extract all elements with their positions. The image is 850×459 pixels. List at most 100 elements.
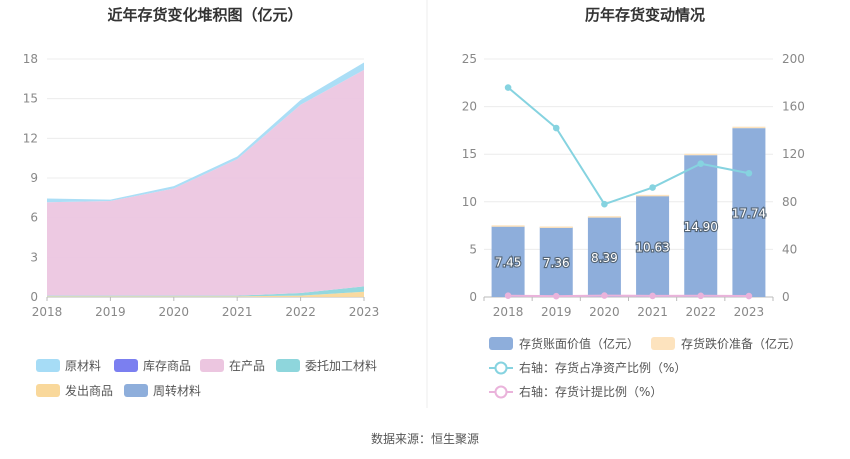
chart-title-left: 近年存货变化堆积图（亿元） [107,6,302,24]
legend-swatch [36,359,60,372]
line-point[interactable] [504,84,512,91]
line-point[interactable] [697,292,705,300]
line-point[interactable] [504,292,512,299]
left-y-tick: 3 [30,250,38,264]
legend-swatch [114,359,138,372]
right-x-tick: 2018 [493,305,524,319]
right-y2-tick: 0 [782,290,790,304]
area-layer [47,286,364,297]
bar-data-label: 10.63 [635,240,669,254]
right-y-tick-labels: 0 5 10 15 20 25 [462,52,477,304]
line-point[interactable] [649,292,656,300]
bar-data-label: 14.90 [684,220,718,234]
bar-data-label: 8.39 [591,251,618,265]
area-layer [47,291,364,297]
legend-label: 委托加工材料 [305,359,377,373]
right-x-tick-labels: 2018 2019 2020 2021 2022 2023 [493,305,764,319]
left-y-tick: 0 [30,290,38,304]
right-x-tick: 2023 [734,305,765,319]
bar-book-value[interactable] [684,155,718,297]
chart-title-right: 历年存货变动情况 [585,6,705,24]
legend-swatch [124,384,148,397]
right-bars [491,126,766,297]
line-point[interactable] [697,160,705,168]
right-y2-tick: 40 [782,242,797,256]
legend-label: 存货账面价值（亿元） [519,336,639,351]
bar-data-label: 7.36 [543,256,570,270]
bar-book-value[interactable] [491,226,525,297]
legend-label: 右轴：存货计提比例（%） [519,384,662,399]
legend-swatch [489,337,513,350]
right-y-tick: 15 [462,147,477,161]
bar-impairment-reserve[interactable] [636,194,670,197]
legend-item[interactable]: 存货账面价值（亿元） [489,336,639,351]
right-y-tick: 10 [462,195,477,209]
legend-label: 库存商品 [143,358,191,373]
left-area-layers [47,62,364,297]
right-bar-data-labels: 7.45 7.36 8.39 10.63 14.90 17.74 [494,205,768,271]
bar-book-value[interactable] [539,226,573,297]
legend-item[interactable]: 原材料 [36,359,101,373]
line-point[interactable] [745,169,753,177]
left-x-tick: 2019 [95,305,126,319]
data-source: 数据来源：恒生聚源 [371,431,479,446]
right-y2-tick-labels: 0 40 80 120 160 200 [782,52,805,304]
legend-item[interactable]: 发出商品 [36,383,113,398]
right-x-tick: 2021 [637,305,668,319]
legend-item[interactable]: 右轴：存货占净资产比例（%） [489,360,686,375]
right-lines [504,84,753,300]
bar-book-value[interactable] [587,217,621,297]
left-y-tick: 12 [23,131,38,145]
series-line [507,86,750,206]
left-y-tick: 18 [23,52,38,66]
left-x-tick-labels: 2018 2019 2020 2021 2022 2023 [32,305,380,319]
legend-item[interactable]: 委托加工材料 [276,359,377,373]
area-layer [47,69,364,296]
legend-swatch [276,359,300,372]
stacked-area-chart: 近年存货变化堆积图（亿元） 0 3 6 9 12 15 18 2018 2019 2020 202… [23,6,380,398]
legend-swatch [36,384,60,397]
line-point[interactable] [601,200,608,208]
legend-marker [494,361,508,375]
bar-impairment-reserve[interactable] [684,153,718,156]
line-point[interactable] [552,124,560,132]
legend-item[interactable]: 库存商品 [114,358,191,373]
left-x-tick: 2018 [32,305,63,319]
left-y-tick: 9 [30,171,38,185]
bar-impairment-reserve[interactable] [539,226,573,228]
legend-swatch [651,337,675,350]
bar-line-combo-chart: 历年存货变动情况 7.45 7.36 8.39 10.63 14.90 17.74 0 5 1… [462,6,805,399]
line-point[interactable] [601,292,608,299]
line-point[interactable] [552,292,560,300]
right-x-tick: 2020 [589,305,620,319]
legend-label: 存货跌价准备（亿元） [681,336,801,351]
bar-impairment-reserve[interactable] [732,126,766,129]
bar-impairment-reserve[interactable] [587,216,621,218]
left-y-tick: 6 [30,211,38,225]
left-y-tick: 15 [23,92,38,106]
bar-book-value[interactable] [636,195,670,297]
legend-label: 原材料 [65,359,101,373]
left-y-tick-labels: 0 3 6 9 12 15 18 [23,52,38,304]
right-y-tick: 5 [469,242,477,256]
bar-book-value[interactable] [732,128,766,297]
right-y2-tick: 160 [782,100,805,114]
right-y2-tick: 200 [782,52,805,66]
right-legend: 存货账面价值（亿元） 存货跌价准备（亿元） 右轴：存货占净资产比例（%） 右轴：存货计… [489,336,801,399]
right-x-tick: 2022 [685,305,716,319]
legend-item[interactable]: 右轴：存货计提比例（%） [489,384,662,399]
legend-item[interactable]: 周转材料 [124,383,201,398]
line-point[interactable] [745,292,753,300]
legend-item[interactable]: 存货跌价准备（亿元） [651,336,801,351]
legend-item[interactable]: 在产品 [200,359,265,373]
left-x-tick: 2021 [222,305,253,319]
line-point[interactable] [649,184,656,191]
right-x-tick: 2019 [541,305,572,319]
left-x-tick: 2020 [159,305,190,319]
bar-impairment-reserve[interactable] [491,225,525,227]
bar-data-label: 17.74 [732,207,766,221]
legend-label: 右轴：存货占净资产比例（%） [519,360,686,375]
legend-label: 发出商品 [65,383,113,398]
